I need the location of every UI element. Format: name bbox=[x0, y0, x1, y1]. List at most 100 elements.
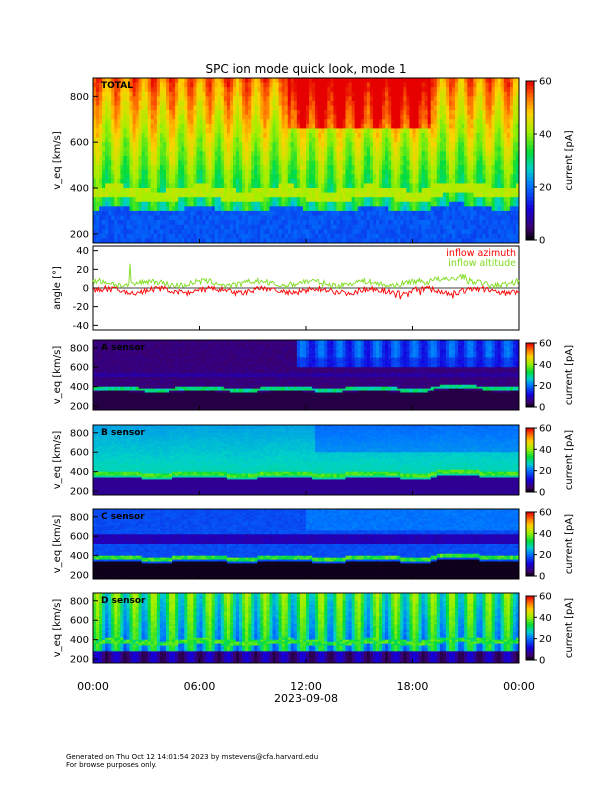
heatmap-cell bbox=[397, 210, 401, 216]
heatmap-cell bbox=[254, 233, 258, 239]
heatmap-cell bbox=[263, 133, 267, 138]
heatmap-cell bbox=[245, 128, 249, 134]
heatmap-cell bbox=[178, 105, 182, 111]
heatmap-cell bbox=[439, 78, 444, 83]
heatmap-cell bbox=[248, 151, 252, 157]
heatmap-cell bbox=[205, 133, 210, 138]
heatmap-cell bbox=[433, 233, 438, 239]
heatmap-cell bbox=[105, 78, 109, 83]
heatmap-cell bbox=[467, 178, 471, 184]
heatmap-cell bbox=[406, 210, 410, 216]
heatmap-cell bbox=[214, 142, 219, 148]
heatmap-cell bbox=[302, 206, 307, 212]
heatmap-cell bbox=[190, 197, 194, 203]
heatmap-cell bbox=[248, 238, 252, 244]
heatmap-cell bbox=[156, 160, 161, 166]
heatmap-cell bbox=[366, 123, 371, 129]
heatmap-cell bbox=[181, 215, 185, 221]
heatmap-cell bbox=[120, 128, 124, 134]
heatmap-cell bbox=[275, 229, 280, 235]
heatmap-cell bbox=[409, 119, 413, 125]
heatmap-cell bbox=[123, 229, 127, 235]
heatmap-cell bbox=[455, 96, 459, 102]
heatmap-cell bbox=[427, 178, 432, 184]
heatmap-cell bbox=[442, 82, 447, 88]
heatmap-cell bbox=[509, 178, 514, 184]
heatmap-cell bbox=[169, 105, 173, 111]
heatmap-cell bbox=[455, 169, 459, 175]
heatmap-cell bbox=[439, 178, 444, 184]
heatmap-cell bbox=[330, 238, 334, 244]
heatmap-cell bbox=[363, 128, 368, 134]
heatmap-cell bbox=[418, 114, 423, 120]
heatmap-cell bbox=[193, 183, 197, 189]
heatmap-cell bbox=[452, 206, 456, 212]
heatmap-cell bbox=[418, 91, 423, 97]
heatmap-cell bbox=[132, 192, 136, 198]
heatmap-cell bbox=[105, 96, 109, 102]
heatmap-cell bbox=[184, 238, 188, 244]
heatmap-cell bbox=[147, 174, 152, 180]
heatmap-cell bbox=[202, 142, 206, 148]
heatmap-cell bbox=[439, 160, 444, 166]
heatmap-cell bbox=[427, 123, 432, 129]
heatmap-cell bbox=[205, 224, 210, 230]
heatmap-cell bbox=[442, 119, 447, 125]
heatmap-cell bbox=[385, 105, 389, 111]
heatmap-cell bbox=[190, 220, 194, 226]
heatmap-cell bbox=[382, 133, 386, 138]
heatmap-cell bbox=[196, 192, 200, 198]
heatmap-cell bbox=[491, 96, 496, 102]
heatmap-cell bbox=[379, 110, 383, 116]
heatmap-cell bbox=[452, 110, 456, 116]
heatmap-cell bbox=[147, 91, 152, 97]
heatmap-cell bbox=[357, 233, 362, 239]
heatmap-cell bbox=[269, 78, 273, 83]
heatmap-cell bbox=[473, 146, 477, 152]
heatmap-cell bbox=[269, 91, 273, 97]
heatmap-cell bbox=[482, 174, 486, 180]
heatmap-cell bbox=[436, 123, 441, 129]
heatmap-cell bbox=[509, 201, 514, 207]
heatmap-cell bbox=[302, 215, 307, 221]
heatmap-cell bbox=[102, 165, 106, 171]
heatmap-cell bbox=[199, 91, 203, 97]
heatmap-cell bbox=[226, 215, 231, 221]
heatmap-cell bbox=[132, 78, 136, 83]
heatmap-cell bbox=[220, 100, 225, 106]
heatmap-cell bbox=[348, 96, 353, 102]
heatmap-cell bbox=[309, 128, 313, 134]
heatmap-cell bbox=[272, 133, 276, 138]
heatmap-cell bbox=[397, 160, 401, 166]
heatmap-cell bbox=[330, 110, 334, 116]
heatmap-cell bbox=[220, 233, 225, 239]
heatmap-cell bbox=[242, 82, 246, 88]
heatmap-cell bbox=[336, 210, 340, 216]
heatmap-cell bbox=[232, 201, 237, 207]
heatmap-cell bbox=[205, 105, 210, 111]
heatmap-cell bbox=[360, 128, 365, 134]
heatmap-cell bbox=[220, 155, 225, 161]
heatmap-cell bbox=[430, 197, 435, 203]
heatmap-cell bbox=[135, 105, 140, 111]
heatmap-cell bbox=[433, 110, 438, 116]
heatmap-cell bbox=[187, 146, 191, 152]
heatmap-cell bbox=[315, 165, 319, 171]
heatmap-cell bbox=[172, 155, 176, 161]
heatmap-cell bbox=[169, 183, 173, 189]
heatmap-cell bbox=[336, 229, 340, 235]
heatmap-cell bbox=[418, 78, 423, 83]
heatmap-cell bbox=[178, 146, 182, 152]
heatmap-cell bbox=[336, 151, 340, 157]
heatmap-cell bbox=[105, 155, 109, 161]
heatmap-cell bbox=[433, 183, 438, 189]
heatmap-cell bbox=[232, 210, 237, 216]
heatmap-cell bbox=[99, 210, 103, 216]
heatmap-cell bbox=[284, 91, 289, 97]
heatmap-cell bbox=[503, 197, 508, 203]
heatmap-cell bbox=[458, 233, 462, 239]
heatmap-cell bbox=[120, 197, 124, 203]
heatmap-cell bbox=[141, 82, 146, 88]
heatmap-cell bbox=[357, 210, 362, 216]
heatmap-cell bbox=[363, 87, 368, 93]
